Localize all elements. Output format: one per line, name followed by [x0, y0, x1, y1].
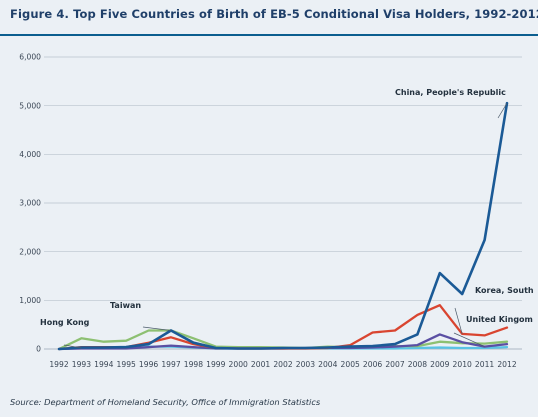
y-tick-label: 0 — [36, 345, 41, 354]
x-tick-label: 1993 — [72, 360, 91, 369]
annotation-leader-line — [63, 344, 82, 349]
series-label-taiwan: Taiwan — [110, 301, 141, 310]
x-tick-label: 2006 — [363, 360, 382, 369]
annotation-leader-line — [142, 326, 172, 331]
y-tick-label: 2,000 — [19, 247, 41, 256]
annotation-leader-line — [453, 332, 485, 347]
title-divider — [0, 34, 538, 36]
x-tick-label: 1994 — [94, 360, 113, 369]
y-axis-tick-labels: 0 1,000 2,000 3,000 4,000 5,000 6,000 — [19, 53, 41, 354]
y-tick-label: 5,000 — [19, 101, 41, 110]
x-tick-label: 1995 — [117, 360, 136, 369]
y-tick-label: 3,000 — [19, 199, 41, 208]
x-tick-label: 2008 — [408, 360, 427, 369]
x-axis-tick-labels: 1992 1993 1994 1995 1996 1997 1998 1999 2000 2001… — [49, 360, 516, 369]
x-tick-label: 2003 — [296, 360, 315, 369]
x-tick-label: 2009 — [430, 360, 449, 369]
x-tick-label: 2012 — [497, 360, 516, 369]
x-tick-label: 1998 — [184, 360, 203, 369]
series-label-hong-kong: Hong Kong — [40, 318, 90, 327]
series-lines — [57, 101, 509, 351]
series-label-united-kingdom: United Kingom — [466, 315, 533, 324]
x-tick-label: 2001 — [251, 360, 270, 369]
x-tick-label: 2011 — [475, 360, 494, 369]
x-tick-label: 2000 — [229, 360, 248, 369]
y-tick-label: 6,000 — [19, 53, 41, 62]
x-tick-label: 1997 — [161, 360, 180, 369]
source-note: Source: Department of Homeland Security,… — [10, 397, 321, 407]
figure-title: Figure 4. Top Five Countries of Birth of… — [10, 7, 538, 21]
x-tick-label: 1999 — [206, 360, 225, 369]
annotation-leader-line — [454, 307, 463, 335]
series-annotations: China, People's Republic Korea, South Unit… — [40, 88, 534, 349]
x-tick-label: 1996 — [139, 360, 158, 369]
series-line-china — [57, 101, 509, 351]
x-tick-label: 2007 — [385, 360, 404, 369]
annotation-leader-line — [497, 103, 508, 119]
y-tick-label: 1,000 — [19, 296, 41, 305]
series-label-korea-south: Korea, South — [475, 286, 534, 295]
x-tick-label: 1992 — [49, 360, 68, 369]
y-tick-label: 4,000 — [19, 150, 41, 159]
x-tick-label: 2005 — [341, 360, 360, 369]
x-tick-label: 2002 — [273, 360, 292, 369]
x-tick-label: 2010 — [453, 360, 472, 369]
series-label-china: China, People's Republic — [395, 88, 506, 97]
x-tick-label: 2004 — [318, 360, 337, 369]
